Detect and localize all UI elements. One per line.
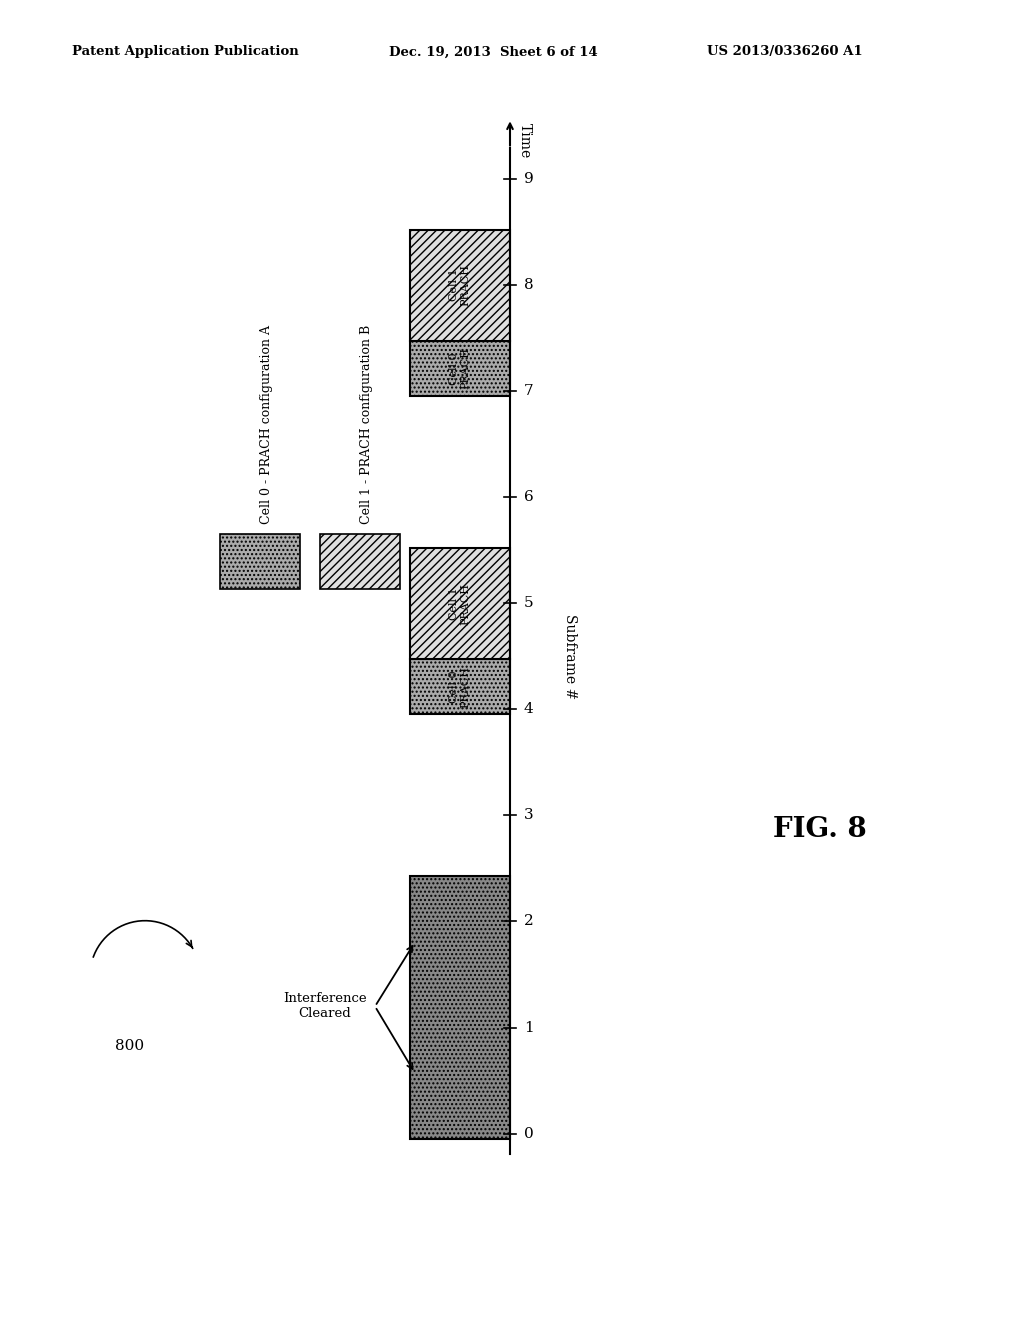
Text: 5: 5 (524, 597, 534, 610)
Text: 0: 0 (524, 1127, 534, 1140)
Text: Cell 0
PRACH: Cell 0 PRACH (450, 665, 471, 708)
Text: FIG. 8: FIG. 8 (773, 816, 867, 843)
Text: Dec. 19, 2013  Sheet 6 of 14: Dec. 19, 2013 Sheet 6 of 14 (389, 45, 598, 58)
Text: Cell 0 - PRACH configuration A: Cell 0 - PRACH configuration A (260, 325, 273, 524)
Text: Cell 1
PRACH: Cell 1 PRACH (450, 264, 471, 306)
Text: Cell 1 - PRACH configuration B: Cell 1 - PRACH configuration B (360, 325, 373, 524)
Bar (410, 341, 510, 396)
Bar (410, 876, 510, 1139)
Text: 3: 3 (524, 808, 534, 822)
Text: 2: 2 (524, 915, 534, 928)
Text: Subframe #: Subframe # (563, 614, 577, 698)
Bar (319, 535, 400, 589)
Text: Cell 1
PRACH: Cell 1 PRACH (450, 582, 471, 624)
Text: 9: 9 (524, 172, 534, 186)
Text: 7: 7 (524, 384, 534, 397)
Text: 8: 8 (524, 277, 534, 292)
Text: 6: 6 (524, 490, 534, 504)
Text: US 2013/0336260 A1: US 2013/0336260 A1 (707, 45, 862, 58)
Bar (410, 230, 510, 341)
Text: 800: 800 (115, 1039, 144, 1053)
Bar (410, 659, 510, 714)
Bar (410, 548, 510, 659)
Bar (220, 535, 300, 589)
Text: Cell 0
PRACH: Cell 0 PRACH (450, 347, 471, 389)
Text: 4: 4 (524, 702, 534, 717)
Text: Interference
Cleared: Interference Cleared (284, 993, 367, 1020)
Text: Time: Time (518, 124, 532, 158)
Text: Patent Application Publication: Patent Application Publication (72, 45, 298, 58)
Text: 1: 1 (524, 1020, 534, 1035)
